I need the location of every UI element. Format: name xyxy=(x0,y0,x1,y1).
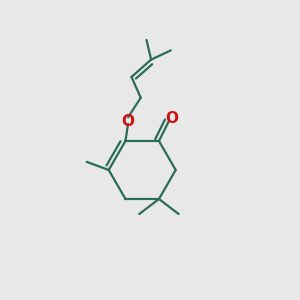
Text: O: O xyxy=(165,111,178,126)
Text: O: O xyxy=(122,114,134,129)
